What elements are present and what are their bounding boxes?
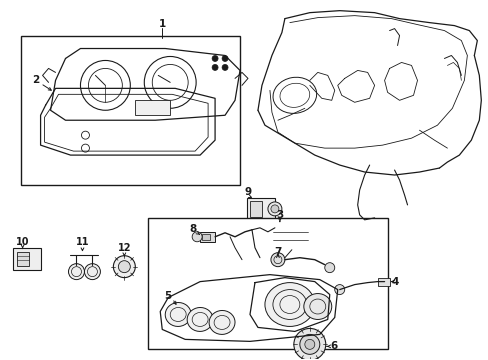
Circle shape <box>270 253 285 267</box>
Circle shape <box>68 264 84 280</box>
Bar <box>202 234 210 240</box>
Circle shape <box>293 328 325 360</box>
Bar <box>17 252 29 266</box>
Circle shape <box>270 205 278 213</box>
Circle shape <box>334 285 344 294</box>
Text: 12: 12 <box>117 243 131 253</box>
Bar <box>20 36 240 185</box>
Bar <box>148 218 387 349</box>
Text: 4: 4 <box>391 276 398 287</box>
Circle shape <box>84 264 100 280</box>
Text: 3: 3 <box>276 210 283 220</box>
Bar <box>246 198 274 220</box>
Circle shape <box>324 263 334 273</box>
Ellipse shape <box>209 310 235 334</box>
Circle shape <box>304 339 314 349</box>
Bar <box>135 100 170 115</box>
Text: 8: 8 <box>189 224 196 234</box>
Circle shape <box>299 334 319 354</box>
Text: 7: 7 <box>274 247 281 257</box>
Ellipse shape <box>264 283 314 327</box>
Bar <box>272 223 283 231</box>
Circle shape <box>222 64 227 71</box>
Circle shape <box>212 64 218 71</box>
Bar <box>249 201 262 217</box>
Ellipse shape <box>165 302 191 327</box>
Bar <box>377 278 389 285</box>
Bar <box>200 232 215 242</box>
Text: 10: 10 <box>16 237 29 247</box>
Text: 2: 2 <box>32 75 39 85</box>
Circle shape <box>118 261 130 273</box>
Circle shape <box>113 256 135 278</box>
Text: 11: 11 <box>76 237 89 247</box>
Text: 9: 9 <box>244 187 251 197</box>
Circle shape <box>192 232 202 242</box>
Bar <box>267 220 312 255</box>
Circle shape <box>267 202 281 216</box>
Bar <box>287 223 297 231</box>
Bar <box>13 248 41 270</box>
Circle shape <box>212 55 218 62</box>
Ellipse shape <box>303 293 331 319</box>
Text: 1: 1 <box>158 19 165 28</box>
Text: 5: 5 <box>164 291 171 301</box>
Circle shape <box>222 55 227 62</box>
Ellipse shape <box>187 307 213 332</box>
Text: 6: 6 <box>329 341 337 351</box>
